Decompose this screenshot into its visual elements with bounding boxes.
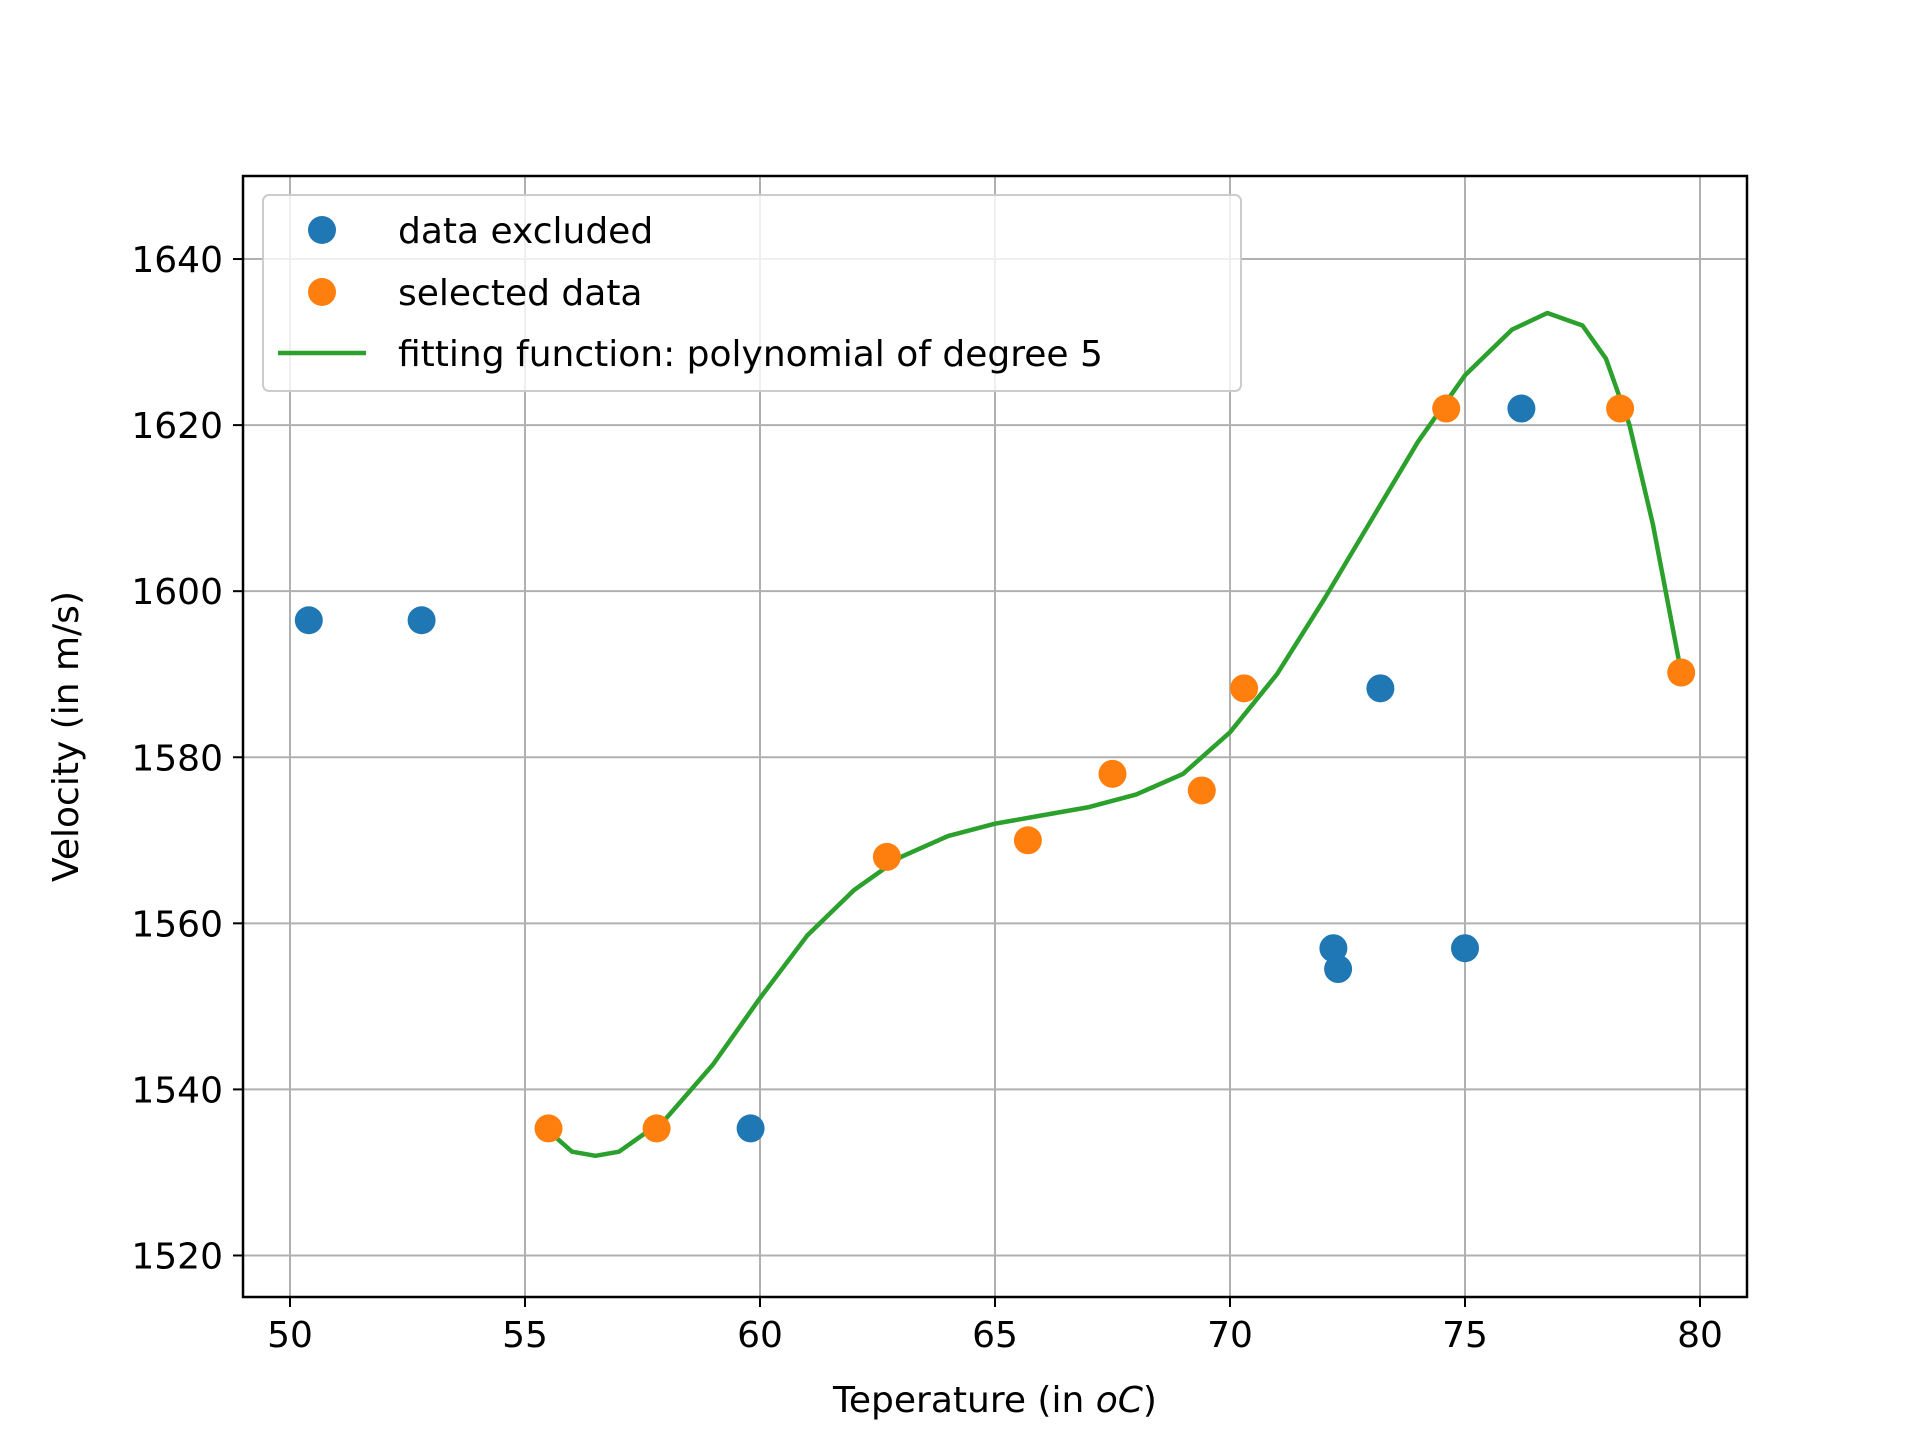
point-selected: [1098, 759, 1127, 788]
y-tick-label: 1620: [131, 406, 223, 447]
legend-marker-selected: [308, 278, 336, 306]
x-tick-label: 70: [1207, 1315, 1253, 1356]
x-tick-label: 65: [972, 1315, 1018, 1356]
x-tick-label: 80: [1677, 1315, 1723, 1356]
x-tick-label: 75: [1442, 1315, 1488, 1356]
point-selected: [872, 842, 901, 871]
x-tick-label: 50: [267, 1315, 313, 1356]
point-excluded: [1324, 955, 1353, 984]
point-excluded: [1451, 934, 1479, 963]
point-excluded: [1366, 674, 1395, 703]
point-selected: [1230, 674, 1259, 703]
x-tick-label: 60: [737, 1315, 783, 1356]
x-axis-label-unit: oC: [1096, 1380, 1144, 1421]
legend-marker-excluded: [308, 216, 336, 244]
point-selected: [1187, 776, 1216, 805]
point-excluded: [736, 1114, 765, 1143]
point-excluded: [294, 606, 323, 635]
y-tick-label: 1560: [131, 904, 223, 945]
plot-area: [294, 310, 1696, 1159]
y-tick-label: 1600: [131, 572, 223, 613]
y-tick-label: 1640: [131, 240, 223, 281]
point-excluded: [407, 606, 436, 635]
point-excluded: [1507, 394, 1536, 423]
legend-frame: [262, 194, 1242, 392]
x-tick-label: 55: [502, 1315, 548, 1356]
point-selected: [1013, 826, 1042, 855]
ticks: 50 55 60 65 70 75 80 1520 1540 1560 1580 1600 1620 16…: [131, 240, 1723, 1356]
point-selected: [1667, 658, 1696, 687]
y-tick-label: 1580: [131, 738, 223, 779]
point-selected: [534, 1114, 563, 1143]
point-selected: [642, 1114, 671, 1143]
legend-label-fit: fitting function: polynomial of degree 5: [398, 334, 1103, 375]
y-tick-label: 1540: [131, 1070, 223, 1111]
legend-label-selected: selected data: [398, 273, 643, 314]
fit-line: [547, 310, 1684, 1159]
y-axis-label: Velocity (in m/s): [46, 591, 87, 882]
x-axis-label-text: Teperature (in: [832, 1380, 1096, 1421]
point-selected: [1606, 394, 1635, 423]
x-axis-label: Teperature (in oC): [832, 1380, 1157, 1421]
legend: data excluded selected data fitting func…: [262, 194, 1242, 392]
x-axis-label-suffix: ): [1143, 1380, 1157, 1421]
point-selected: [1432, 394, 1461, 423]
y-tick-label: 1520: [131, 1236, 223, 1277]
legend-label-excluded: data excluded: [398, 211, 653, 252]
